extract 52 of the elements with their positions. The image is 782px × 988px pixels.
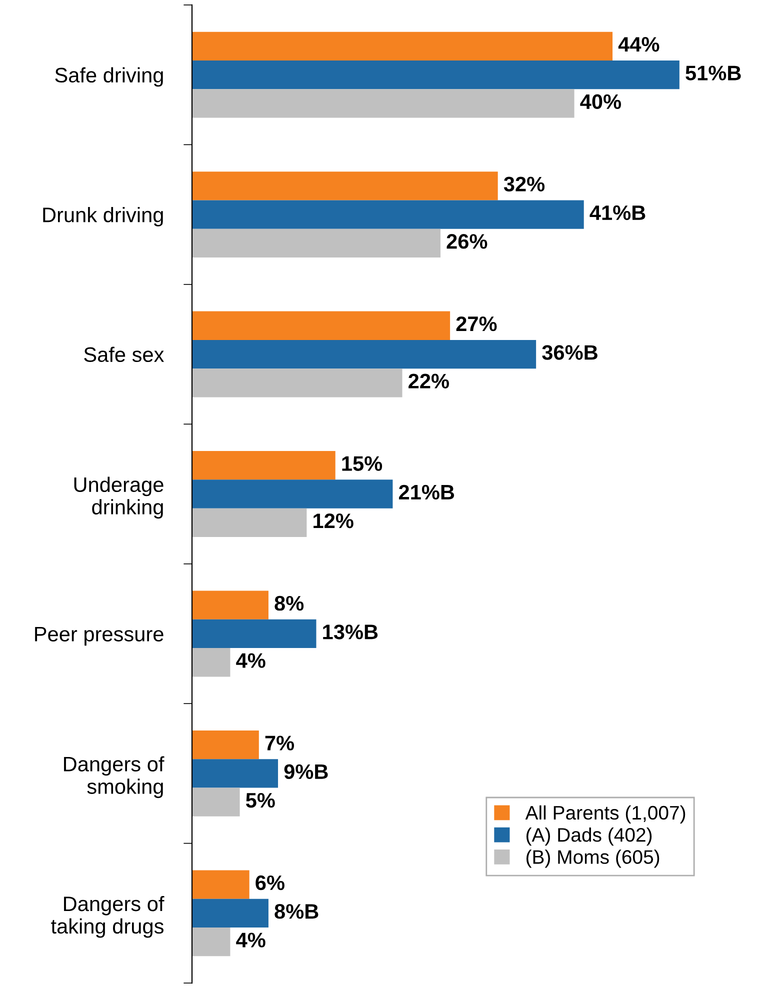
bar	[192, 788, 240, 816]
data-label: 12%	[314, 513, 354, 528]
y-tick-label: Underage drinking	[74, 476, 164, 519]
legend-label: (B) Moms (605)	[526, 850, 660, 868]
bar	[192, 311, 450, 340]
bar	[192, 870, 250, 899]
y-tick-label: Drunk driving	[43, 206, 163, 226]
y-tick-label: Safe sex	[84, 346, 164, 362]
data-label: 8%B	[274, 904, 318, 919]
bar	[192, 508, 307, 537]
data-label: 7%	[265, 736, 294, 750]
data-label: 4%	[236, 653, 266, 668]
data-label: 44%	[618, 37, 660, 52]
y-tick-label: Dangers of smoking	[64, 756, 164, 798]
bar	[192, 759, 278, 788]
y-tick-label: Peer pressure	[35, 626, 164, 646]
data-label: 15%	[342, 456, 382, 471]
bar	[192, 898, 268, 928]
data-label: 32%	[504, 176, 545, 192]
bar	[192, 89, 574, 118]
y-tick-label: Safe driving	[55, 67, 163, 87]
bar	[192, 730, 259, 760]
data-label: 4%	[236, 932, 266, 948]
data-label: 40%	[580, 94, 621, 110]
data-label: 26%	[446, 234, 488, 249]
legend-label: All Parents (1,007)	[525, 805, 686, 824]
data-label: 51%B	[686, 66, 741, 80]
bar	[192, 228, 440, 258]
bar	[192, 928, 230, 956]
bar	[192, 368, 402, 398]
data-label: 9%B	[284, 764, 328, 780]
bar	[192, 648, 230, 677]
bar	[192, 590, 268, 620]
legend-label: (A) Dads (402)	[526, 828, 652, 846]
bar	[192, 172, 498, 200]
data-label: 6%	[256, 875, 284, 890]
bar	[192, 619, 316, 648]
bar	[192, 340, 536, 369]
data-label: 27%	[456, 316, 497, 332]
data-label: 36%B	[542, 345, 598, 360]
data-label: 41%B	[590, 205, 646, 220]
bar	[192, 60, 680, 90]
bar	[192, 451, 336, 480]
bar	[192, 32, 613, 60]
y-tick-label: Dangers of taking drugs	[51, 896, 164, 938]
bar	[192, 480, 393, 508]
data-label: 13%B	[323, 624, 378, 640]
bar	[192, 200, 584, 229]
data-label: 22%	[408, 374, 449, 388]
data-label: 5%	[246, 793, 275, 808]
data-label: 8%	[274, 596, 304, 611]
data-label: 21%B	[398, 484, 454, 500]
